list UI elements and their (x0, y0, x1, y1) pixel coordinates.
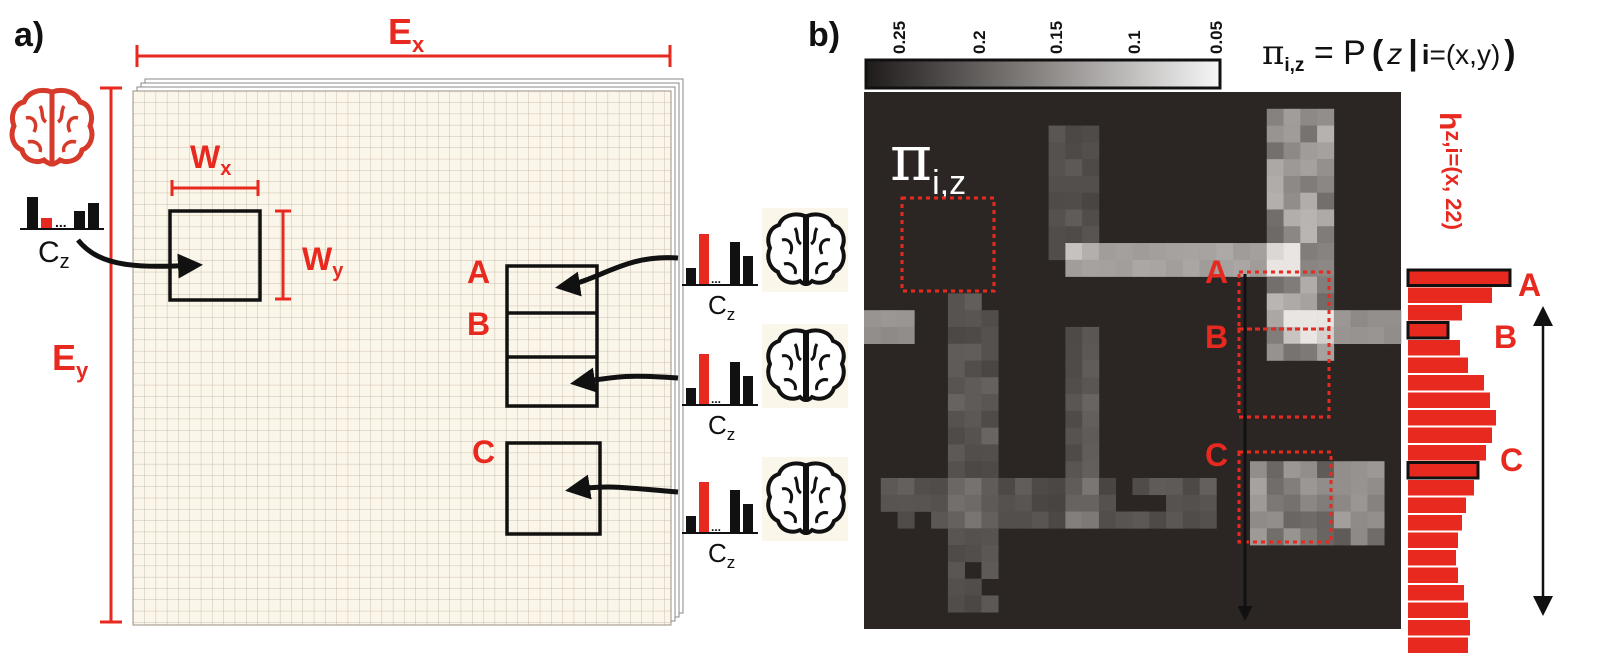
agent-arrow (555, 255, 679, 297)
wx-dimension: Wx (170, 139, 260, 196)
histogram-bar (1408, 620, 1470, 636)
histogram-bar (1408, 637, 1468, 653)
heatmap-label-a: A (1205, 254, 1228, 290)
agent-arrow (570, 367, 679, 393)
histogram-label: hz,i=(x, 22) (1433, 112, 1466, 230)
agent-2: ... Cz (565, 457, 848, 572)
histogram-bar (1408, 340, 1460, 356)
histogram-bar-highlight (1406, 461, 1480, 480)
colorbar-tick: 0.15 (1047, 21, 1066, 54)
panel-a-label: a) (14, 16, 44, 54)
histogram-bar (1408, 550, 1456, 566)
histogram-bar-highlight (1406, 321, 1450, 340)
cz-label: Cz (708, 410, 735, 444)
histogram-bar (1408, 375, 1484, 391)
histogram-bar (1408, 602, 1468, 618)
heatmap-label-c: C (1205, 437, 1228, 473)
histogram-bar-highlight (1406, 268, 1512, 287)
formula: πi,z = P(z | i=(x,y)) (1262, 33, 1516, 76)
red-brain-icon (9, 87, 95, 167)
brain-icon (762, 457, 848, 541)
histogram-bar (1408, 287, 1492, 303)
panel-b: b) 0.25 0.2 0.15 0.1 0.05 πi,z = P(z | i=(x,y)… (808, 16, 1553, 653)
ey-label: Ey (52, 337, 89, 383)
window-label-b: B (467, 306, 490, 342)
heatmap (864, 92, 1402, 629)
histogram-bar (1408, 410, 1496, 426)
dotted-window-a (1237, 270, 1331, 331)
agent-1: ... Cz (570, 324, 848, 444)
wy-label: Wy (302, 241, 344, 282)
arrow-left (76, 238, 203, 279)
histogram-bar (1408, 392, 1490, 408)
hist-label-c: C (1500, 442, 1523, 478)
panel-b-label: b) (808, 16, 840, 54)
cz-label: Cz (708, 290, 735, 324)
colorbar-tick: 0.05 (1207, 21, 1226, 54)
agent-0: ... Cz (555, 208, 848, 324)
window-label-a: A (467, 254, 490, 290)
histogram-bar (1408, 497, 1466, 513)
histogram (1406, 268, 1512, 653)
wx-label: Wx (190, 139, 231, 180)
hist-label-b: B (1494, 319, 1517, 355)
colorbar-ticks: 0.25 0.2 0.15 0.1 0.05 (890, 21, 1226, 54)
histogram-bar (1408, 567, 1458, 583)
colorbar-tick: 0.1 (1125, 30, 1144, 54)
action-histogram-left: ... Cz (20, 197, 104, 273)
heatmap-label-b: B (1205, 319, 1228, 355)
dotted-window-local (900, 196, 996, 293)
colorbar (864, 58, 1222, 90)
ex-label: Ex (388, 11, 425, 57)
svg-text:...: ... (711, 272, 721, 286)
hist-label-a: A (1518, 267, 1541, 303)
dotted-window-b (1237, 327, 1331, 419)
panel-a: a) Ex Ey (9, 11, 848, 626)
histogram-bar (1408, 532, 1458, 548)
colorbar-tick: 0.2 (970, 30, 989, 54)
histogram-bar (1408, 480, 1474, 496)
local-window (168, 209, 262, 302)
histogram-bar (1408, 427, 1492, 443)
agents-right: ... Cz... Cz... Cz (555, 208, 848, 572)
window-ab (505, 264, 599, 408)
svg-text:...: ... (711, 392, 721, 406)
ex-dimension: Ex (135, 11, 672, 67)
heatmap-label: πi,z (890, 122, 966, 202)
brain-icon (762, 324, 848, 408)
svg-text:...: ... (711, 520, 721, 534)
svg-text:...: ... (55, 214, 67, 230)
histogram-bar (1408, 585, 1464, 601)
histogram-bar (1408, 305, 1462, 321)
histogram-bar (1408, 445, 1486, 461)
histogram-bar (1408, 515, 1462, 531)
agent-arrow (565, 474, 679, 500)
ey-dimension: Ey (52, 86, 122, 624)
wy-dimension: Wy (275, 209, 344, 301)
brain-icon (762, 208, 848, 292)
cz-label-left: Cz (38, 236, 70, 273)
window-label-c: C (472, 434, 495, 470)
cz-label: Cz (708, 538, 735, 572)
colorbar-tick: 0.25 (890, 21, 909, 54)
histogram-bar (1408, 357, 1468, 373)
dotted-window-c (1237, 450, 1333, 544)
